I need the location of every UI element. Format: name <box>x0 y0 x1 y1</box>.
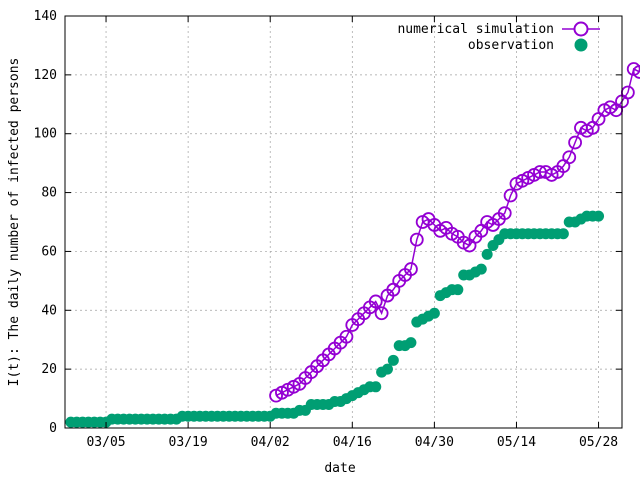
observation-point <box>475 263 487 275</box>
y-tick-label: 40 <box>41 303 57 318</box>
simulation-point <box>503 188 518 203</box>
y-tick-label: 120 <box>34 68 57 83</box>
y-axis-label: I(t): The daily number of infected perso… <box>7 58 22 387</box>
observation-point <box>428 307 440 319</box>
simulation-point <box>374 306 389 321</box>
x-tick-label: 04/16 <box>333 435 372 450</box>
simulation-series <box>269 62 640 403</box>
observation-point <box>557 228 569 240</box>
observation-point <box>387 354 399 366</box>
simulation-point <box>368 294 383 309</box>
y-tick-label: 80 <box>41 186 57 201</box>
x-tick-label: 04/30 <box>415 435 454 450</box>
observation-point <box>381 363 393 375</box>
legend-marker-observation <box>574 38 588 52</box>
observation-point <box>481 248 493 260</box>
y-tick-label: 140 <box>34 9 57 24</box>
x-tick-label: 03/19 <box>169 435 208 450</box>
legend-marker-simulation <box>573 21 589 37</box>
plot-frame <box>64 15 623 429</box>
simulation-point <box>404 262 418 276</box>
x-axis-label: date <box>324 461 355 476</box>
y-tick-label: 20 <box>41 362 57 377</box>
legend-label-simulation: numerical simulation <box>397 22 554 37</box>
x-tick-label: 04/02 <box>251 435 290 450</box>
legend-label-observation: observation <box>468 38 554 53</box>
x-tick-label: 05/14 <box>497 435 536 450</box>
observation-point <box>593 210 605 222</box>
simulation-point <box>497 206 512 221</box>
y-tick-label: 0 <box>49 421 57 436</box>
simulation-point <box>568 135 582 150</box>
simulation-point <box>562 150 577 165</box>
x-tick-label: 03/05 <box>86 435 125 450</box>
legend: numerical simulation observation <box>397 21 600 53</box>
observation-point <box>452 284 464 296</box>
grid-lines <box>65 16 622 428</box>
y-tick-label: 100 <box>34 127 57 142</box>
simulation-point <box>409 232 424 247</box>
observation-point <box>405 337 417 349</box>
observation-series <box>65 210 605 428</box>
simulation-point <box>339 329 354 344</box>
observation-point <box>370 381 382 393</box>
x-tick-label: 05/28 <box>579 435 618 450</box>
axis-ticks: 0 20 40 60 80 100 120 140 03/05 03/19 04/02 04/16 04… <box>34 9 622 450</box>
y-tick-label: 60 <box>41 244 57 259</box>
